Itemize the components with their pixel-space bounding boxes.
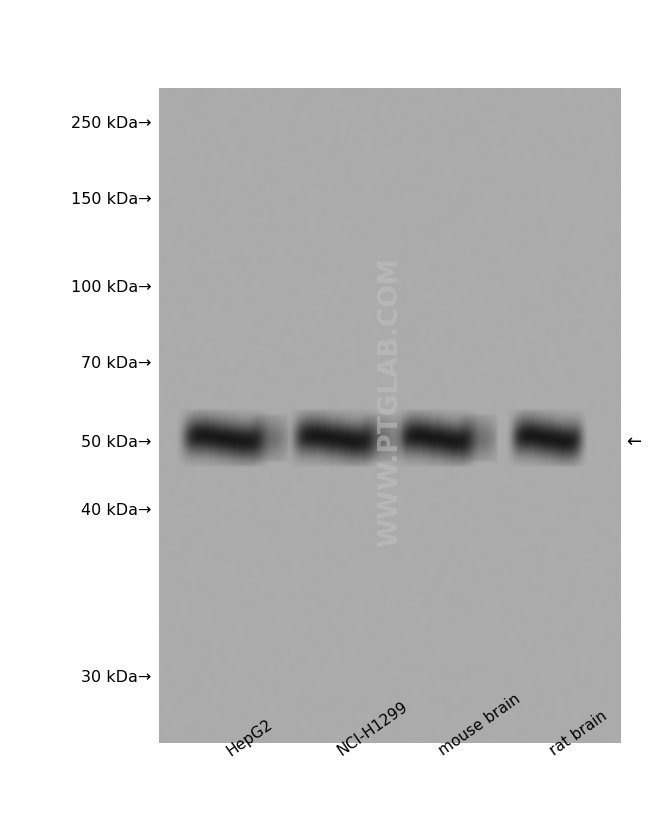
Text: 70 kDa→: 70 kDa→	[81, 356, 151, 371]
Text: 40 kDa→: 40 kDa→	[81, 503, 151, 518]
Text: mouse brain: mouse brain	[436, 691, 523, 758]
Text: 50 kDa→: 50 kDa→	[81, 435, 151, 450]
Text: 150 kDa→: 150 kDa→	[71, 192, 151, 207]
Text: ←: ←	[626, 433, 641, 451]
Text: 100 kDa→: 100 kDa→	[71, 280, 151, 295]
Text: HepG2: HepG2	[224, 717, 275, 758]
Text: 250 kDa→: 250 kDa→	[71, 116, 151, 131]
Text: 30 kDa→: 30 kDa→	[81, 670, 151, 685]
Text: WWW.PTGLAB.COM: WWW.PTGLAB.COM	[377, 258, 403, 547]
Text: rat brain: rat brain	[547, 709, 610, 758]
Text: NCI-H1299: NCI-H1299	[335, 700, 411, 758]
